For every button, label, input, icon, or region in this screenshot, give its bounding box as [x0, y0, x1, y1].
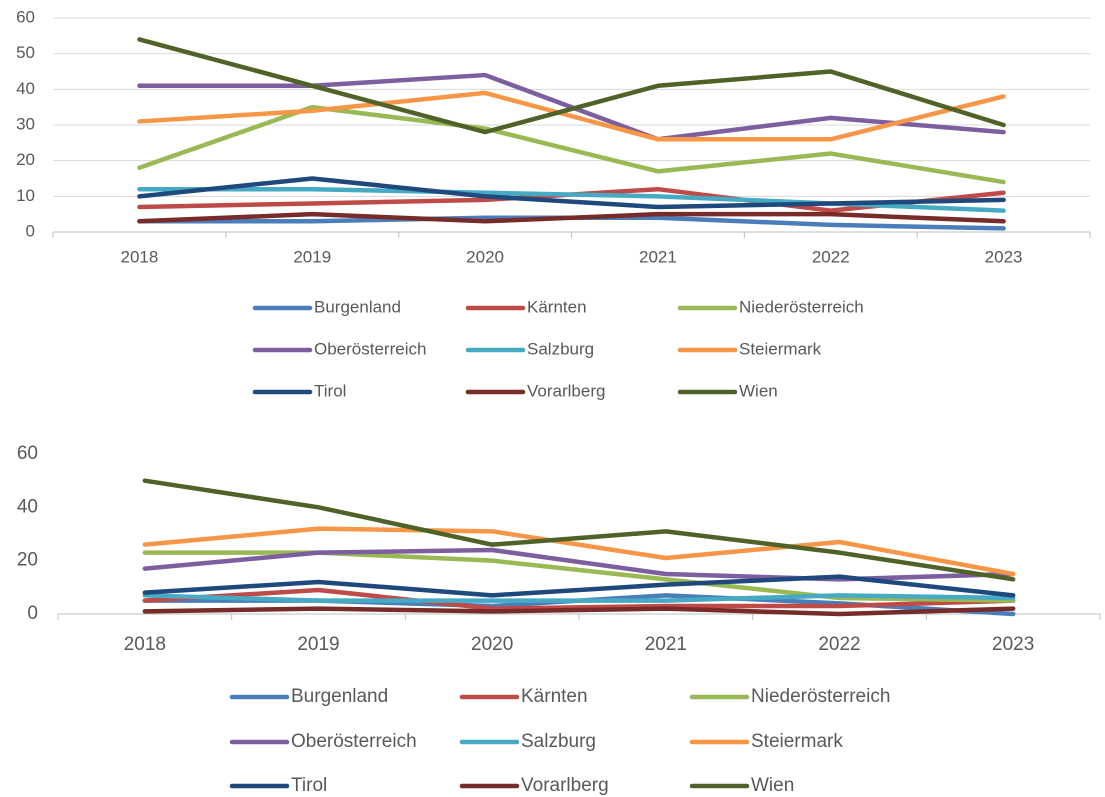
legend-label: Salzburg [521, 731, 596, 752]
y-tick-label: 0 [26, 221, 35, 240]
y-tick-label: 60 [16, 7, 35, 26]
y-tick-label: 40 [17, 496, 38, 517]
x-tick-label: 2023 [992, 634, 1034, 655]
series-line [142, 526, 1016, 577]
legend-label: Salzburg [527, 339, 594, 358]
series-line [142, 550, 1016, 603]
series-line [142, 478, 1016, 582]
x-tick-label: 2023 [985, 247, 1023, 266]
legend-label: Burgenland [291, 686, 388, 707]
x-tick-label: 2022 [818, 634, 860, 655]
legend-label: Wien [739, 381, 778, 400]
legend-label: Vorarlberg [527, 381, 605, 400]
x-tick-label: 2018 [121, 247, 159, 266]
y-tick-label: 60 [17, 443, 38, 464]
y-tick-label: 40 [16, 79, 35, 98]
x-tick-label: 2021 [639, 247, 677, 266]
x-tick-label: 2018 [124, 634, 166, 655]
legend-label: Steiermark [751, 731, 843, 752]
legend-label: Oberösterreich [291, 731, 417, 752]
y-tick-label: 20 [17, 550, 38, 571]
legend-label: Burgenland [314, 297, 401, 316]
series-line [137, 90, 1006, 142]
series-line [142, 574, 1016, 598]
series-line [137, 104, 1006, 185]
legend-label: Vorarlberg [521, 775, 609, 796]
legend-label: Tirol [314, 381, 346, 400]
series-line [137, 211, 1006, 224]
x-tick-label: 2022 [812, 247, 850, 266]
x-tick-label: 2020 [471, 634, 513, 655]
legend-label: Steiermark [739, 339, 822, 358]
y-tick-label: 30 [16, 114, 35, 133]
y-tick-label: 0 [27, 603, 38, 624]
legend-label: Tirol [291, 775, 327, 796]
legend-label: Niederösterreich [751, 686, 890, 707]
series-line [142, 587, 1016, 611]
series-line [142, 593, 1016, 603]
legend-label: Wien [751, 775, 794, 796]
series-line [137, 37, 1006, 135]
series-line [142, 606, 1016, 617]
y-tick-label: 50 [16, 43, 35, 62]
x-tick-label: 2021 [645, 634, 687, 655]
legend-label: Kärnten [527, 297, 587, 316]
legend-label: Oberösterreich [314, 339, 426, 358]
x-tick-label: 2020 [466, 247, 504, 266]
x-tick-label: 2019 [297, 634, 339, 655]
legend-label: Niederösterreich [739, 297, 864, 316]
y-tick-label: 10 [16, 186, 35, 205]
x-tick-label: 2019 [293, 247, 331, 266]
legend-label: Kärnten [521, 686, 588, 707]
series-line [137, 176, 1006, 210]
y-tick-label: 20 [16, 150, 35, 169]
